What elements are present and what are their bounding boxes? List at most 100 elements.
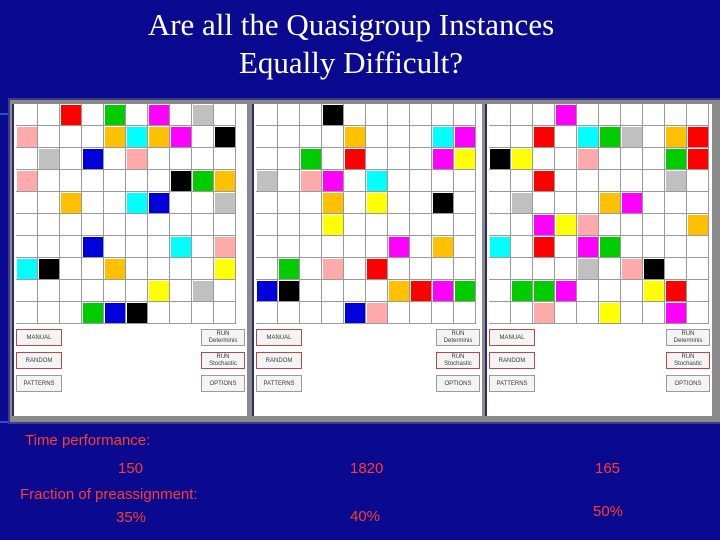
grid-cell[interactable] xyxy=(533,214,555,236)
grid-cell[interactable] xyxy=(214,280,236,302)
grid-cell[interactable] xyxy=(214,302,236,324)
grid-cell[interactable] xyxy=(104,302,126,324)
grid-cell[interactable] xyxy=(410,192,432,214)
grid-cell[interactable] xyxy=(214,104,236,126)
grid-cell[interactable] xyxy=(489,170,511,192)
run-deterministic-button[interactable]: RUN Determinis xyxy=(436,329,480,346)
grid-cell[interactable] xyxy=(432,214,454,236)
grid-cell[interactable] xyxy=(278,170,300,192)
grid-cell[interactable] xyxy=(665,302,687,324)
grid-cell[interactable] xyxy=(192,302,214,324)
grid-cell[interactable] xyxy=(126,192,148,214)
grid-cell[interactable] xyxy=(344,104,366,126)
grid-cell[interactable] xyxy=(322,104,344,126)
grid-cell[interactable] xyxy=(256,280,278,302)
grid-cell[interactable] xyxy=(410,148,432,170)
grid-cell[interactable] xyxy=(687,280,709,302)
grid-cell[interactable] xyxy=(170,104,192,126)
grid-cell[interactable] xyxy=(533,258,555,280)
grid-cell[interactable] xyxy=(192,280,214,302)
grid-cell[interactable] xyxy=(533,148,555,170)
grid-cell[interactable] xyxy=(82,214,104,236)
grid-cell[interactable] xyxy=(621,258,643,280)
grid-cell[interactable] xyxy=(256,302,278,324)
grid-cell[interactable] xyxy=(126,126,148,148)
grid-cell[interactable] xyxy=(599,192,621,214)
grid-cell[interactable] xyxy=(388,104,410,126)
grid-cell[interactable] xyxy=(256,148,278,170)
grid-cell[interactable] xyxy=(621,214,643,236)
grid-cell[interactable] xyxy=(599,236,621,258)
grid-cell[interactable] xyxy=(278,236,300,258)
grid-cell[interactable] xyxy=(577,258,599,280)
grid-cell[interactable] xyxy=(366,302,388,324)
grid-cell[interactable] xyxy=(256,214,278,236)
grid-cell[interactable] xyxy=(148,302,170,324)
grid-cell[interactable] xyxy=(432,148,454,170)
grid-cell[interactable] xyxy=(533,280,555,302)
grid-cell[interactable] xyxy=(148,170,170,192)
grid-cell[interactable] xyxy=(454,258,476,280)
grid-cell[interactable] xyxy=(388,170,410,192)
grid-cell[interactable] xyxy=(82,170,104,192)
grid-cell[interactable] xyxy=(16,126,38,148)
grid-cell[interactable] xyxy=(126,104,148,126)
grid-cell[interactable] xyxy=(555,192,577,214)
grid-cell[interactable] xyxy=(432,192,454,214)
grid-cell[interactable] xyxy=(38,302,60,324)
options-button[interactable]: OPTIONS xyxy=(666,375,710,392)
grid-cell[interactable] xyxy=(126,148,148,170)
grid-cell[interactable] xyxy=(454,104,476,126)
grid-cell[interactable] xyxy=(599,126,621,148)
grid-cell[interactable] xyxy=(687,192,709,214)
grid-cell[interactable] xyxy=(148,192,170,214)
grid-cell[interactable] xyxy=(621,148,643,170)
grid-cell[interactable] xyxy=(16,192,38,214)
grid-cell[interactable] xyxy=(687,214,709,236)
grid-cell[interactable] xyxy=(214,148,236,170)
grid-cell[interactable] xyxy=(344,214,366,236)
grid-cell[interactable] xyxy=(300,170,322,192)
grid-cell[interactable] xyxy=(300,236,322,258)
grid-cell[interactable] xyxy=(489,236,511,258)
grid-cell[interactable] xyxy=(16,236,38,258)
grid-cell[interactable] xyxy=(60,104,82,126)
grid-cell[interactable] xyxy=(511,302,533,324)
run-stochastic-button[interactable]: RUN Stochastic xyxy=(201,352,245,369)
grid-cell[interactable] xyxy=(555,214,577,236)
grid-cell[interactable] xyxy=(256,104,278,126)
grid-cell[interactable] xyxy=(577,236,599,258)
grid-cell[interactable] xyxy=(665,280,687,302)
grid-cell[interactable] xyxy=(454,170,476,192)
grid-cell[interactable] xyxy=(344,170,366,192)
grid-cell[interactable] xyxy=(511,192,533,214)
grid-cell[interactable] xyxy=(577,192,599,214)
grid-cell[interactable] xyxy=(16,148,38,170)
manual-button[interactable]: MANUAL xyxy=(489,329,535,346)
grid-cell[interactable] xyxy=(511,280,533,302)
grid-cell[interactable] xyxy=(148,104,170,126)
grid-cell[interactable] xyxy=(60,214,82,236)
grid-cell[interactable] xyxy=(388,126,410,148)
grid-cell[interactable] xyxy=(38,148,60,170)
grid-cell[interactable] xyxy=(621,170,643,192)
grid-cell[interactable] xyxy=(366,170,388,192)
grid-cell[interactable] xyxy=(16,302,38,324)
grid-cell[interactable] xyxy=(454,148,476,170)
grid-cell[interactable] xyxy=(366,126,388,148)
grid-cell[interactable] xyxy=(148,148,170,170)
grid-cell[interactable] xyxy=(148,126,170,148)
grid-cell[interactable] xyxy=(278,258,300,280)
grid-cell[interactable] xyxy=(16,170,38,192)
grid-cell[interactable] xyxy=(511,170,533,192)
grid-cell[interactable] xyxy=(60,126,82,148)
grid-cell[interactable] xyxy=(300,126,322,148)
patterns-button[interactable]: PATTERNS xyxy=(489,375,535,392)
grid-cell[interactable] xyxy=(344,148,366,170)
grid-cell[interactable] xyxy=(214,258,236,280)
grid-cell[interactable] xyxy=(300,192,322,214)
grid-cell[interactable] xyxy=(60,280,82,302)
grid-cell[interactable] xyxy=(555,148,577,170)
grid-cell[interactable] xyxy=(511,214,533,236)
grid-cell[interactable] xyxy=(322,170,344,192)
